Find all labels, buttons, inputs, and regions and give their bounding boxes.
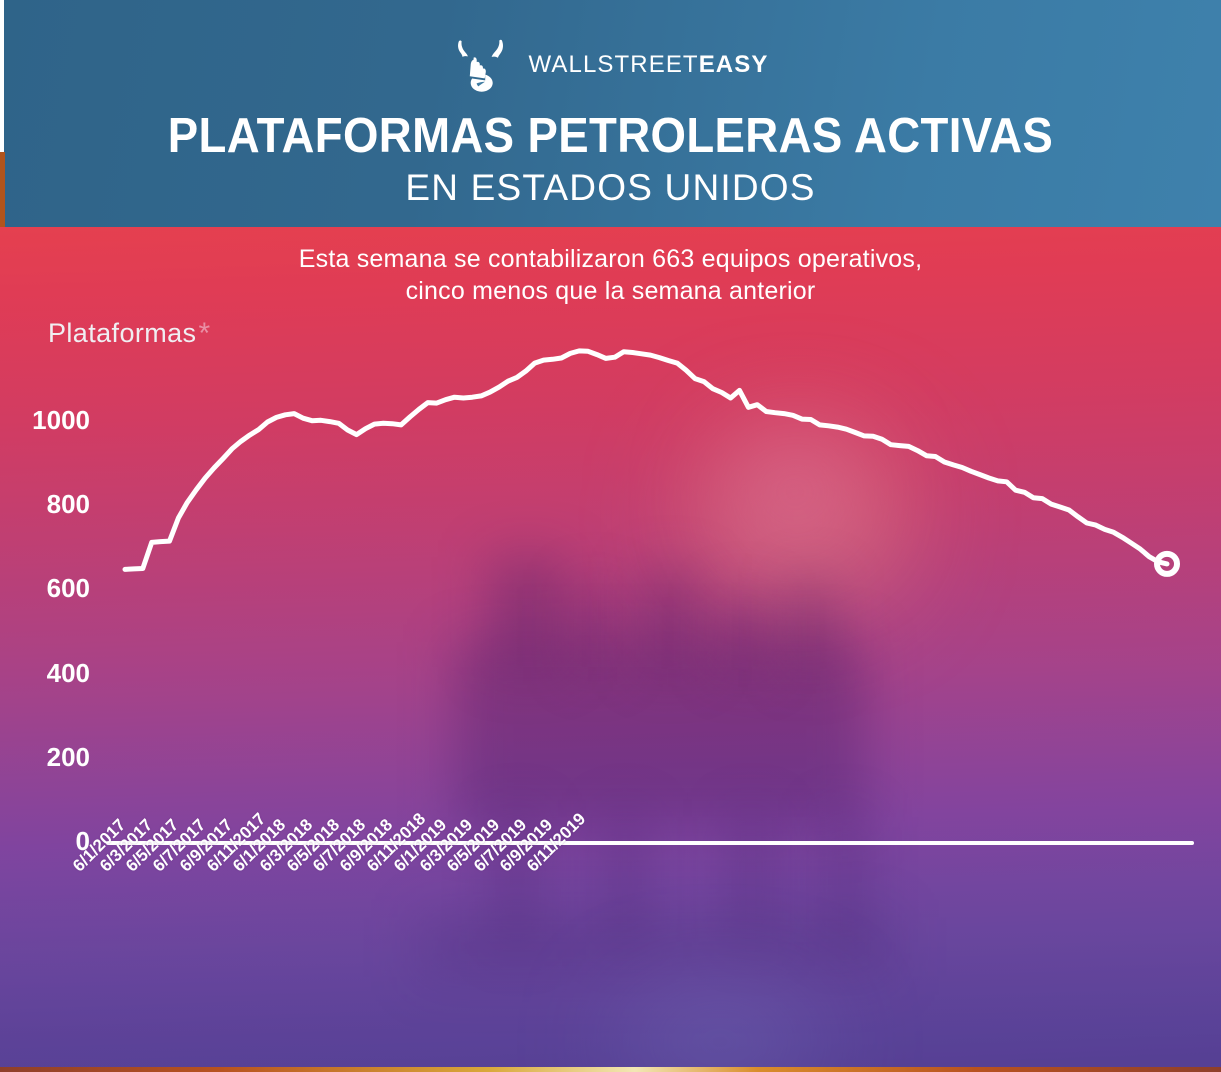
y-axis-title-text: Plataformas <box>48 318 197 348</box>
rig-deck <box>455 642 865 827</box>
chart-area: Esta semana se contabilizaron 663 equipo… <box>0 227 1221 1072</box>
bull-head-icon <box>453 38 515 92</box>
line-chart-plot <box>106 348 1194 845</box>
rig-sea-base <box>420 917 890 977</box>
summary-line-2: cinco menos que la semana anterior <box>405 277 816 305</box>
brand-logo: WALLSTREETEASY <box>0 34 1221 96</box>
y-tick-200: 200 <box>46 741 90 772</box>
oil-rig-photo-backdrop <box>0 227 1221 1072</box>
y-tick-600: 600 <box>46 573 90 604</box>
rig-leg-3 <box>735 817 767 942</box>
y-axis-title: Plataformas * <box>48 318 211 349</box>
header-band: WALLSTREETEASY PLATAFORMAS PETROLERAS AC… <box>0 0 1221 227</box>
summary-line-1: Esta semana se contabilizaron 663 equipo… <box>298 245 923 273</box>
rig-derrick <box>490 557 565 667</box>
rig-tower-right <box>720 597 768 669</box>
page-title: PLATAFORMAS PETROLERAS ACTIVAS <box>167 109 1054 163</box>
rig-leg-4 <box>830 817 860 942</box>
y-tick-800: 800 <box>46 489 90 520</box>
asterisk-marker-icon: * <box>198 317 211 350</box>
last-point-marker <box>1154 550 1180 577</box>
header-left-white-strip <box>0 0 4 152</box>
bottom-accent-strip <box>0 1067 1221 1072</box>
water-reflection-glow <box>620 997 820 1072</box>
rig-count-line <box>122 348 1170 572</box>
y-tick-0: 0 <box>75 826 90 856</box>
rig-crane <box>790 582 832 670</box>
header-left-orange-strip <box>0 152 5 227</box>
rig-tower-mid <box>640 572 700 667</box>
rig-leg-2 <box>610 817 640 942</box>
brand-name-light: WALLSTREET <box>528 51 699 78</box>
y-tick-400: 400 <box>46 657 90 688</box>
page-subtitle: EN ESTADOS UNIDOS <box>405 167 816 208</box>
y-tick-1000: 1000 <box>32 405 90 435</box>
brand-wordmark: WALLSTREETEASY <box>529 51 769 79</box>
rig-tower-left <box>575 587 615 667</box>
rig-leg-1 <box>500 817 534 942</box>
brand-name-bold: EASY <box>698 51 769 78</box>
sun-glow-core <box>735 442 855 542</box>
color-tint-overlay <box>0 227 1221 1072</box>
